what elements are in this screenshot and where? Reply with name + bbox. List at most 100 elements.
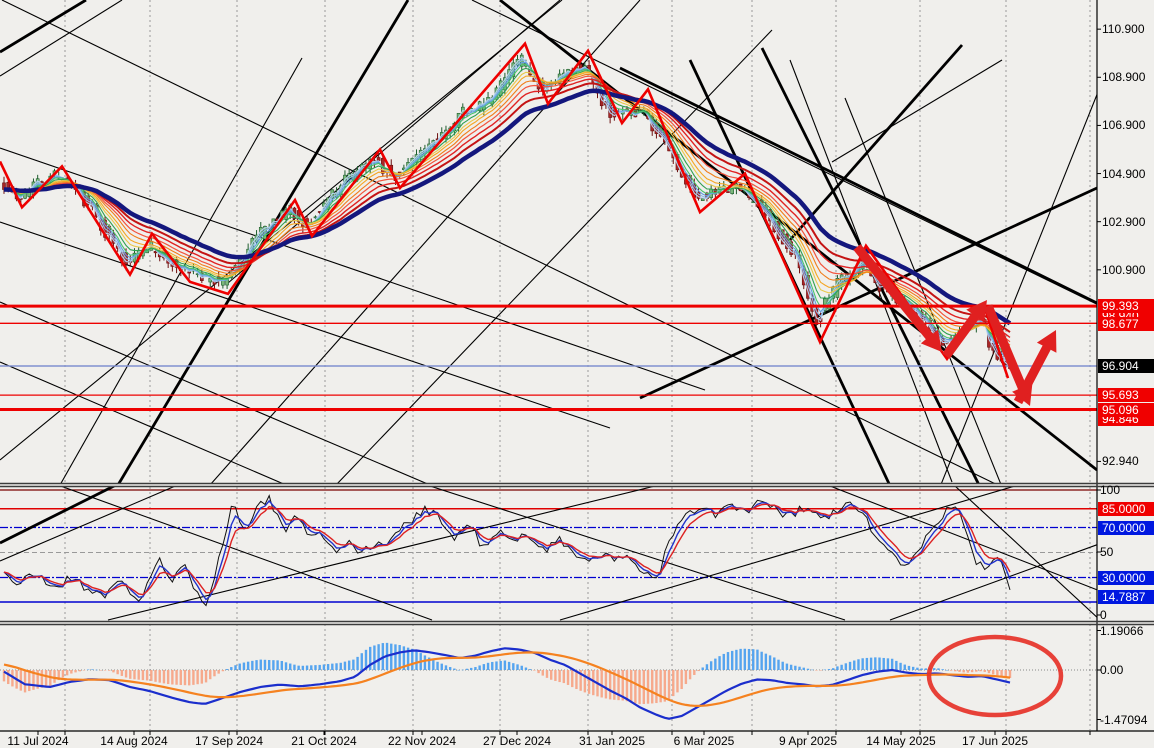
macd-hist-bar [882, 657, 885, 670]
macd-hist-bar [722, 653, 725, 670]
macd-hist-bar [802, 667, 805, 670]
annotation-arrow [1013, 330, 1057, 405]
macd-hist-bar [326, 664, 330, 670]
macd-hist-bar [604, 670, 608, 699]
macd-hist-bar [861, 658, 864, 670]
macd-hist-bar [301, 665, 305, 670]
macd-hist-bar [899, 662, 902, 670]
trendline [61, 487, 433, 621]
trendline [559, 487, 1014, 621]
macd-hist-bar [398, 644, 401, 670]
macd-hist-bar [676, 670, 679, 693]
osc-level-badge: 30.0000 [1098, 570, 1154, 585]
trendline [499, 0, 1097, 472]
macd-hist-bar [448, 667, 452, 670]
date-label: 14 May 2025 [866, 734, 936, 748]
macd-hist-bar [141, 670, 145, 681]
macd-hist-bar [347, 660, 351, 670]
macd-hist-bar [171, 670, 174, 685]
macd-hist-bar [213, 670, 216, 677]
macd-hist-bar [44, 670, 48, 687]
trendline [889, 544, 1097, 621]
macd-hist-bar [592, 670, 595, 696]
macd-hist-bar [785, 663, 789, 670]
macd-hist-bar [74, 670, 77, 673]
macd-hist-bar [924, 668, 928, 670]
osc-mid-line [3, 499, 1011, 601]
date-label: 11 Jul 2024 [7, 734, 69, 748]
macd-hist-bar [752, 649, 755, 670]
date-label: 31 Jan 2025 [578, 734, 646, 748]
date-label: 9 Apr 2025 [778, 734, 838, 748]
macd-hist-bar [369, 646, 372, 670]
macd-axis-label: -1.47094 [1100, 712, 1148, 727]
macd-hist-bar [91, 669, 94, 670]
macd-hist-bar [491, 661, 494, 670]
macd-hist-bar [878, 657, 881, 670]
macd-hist-bar [390, 643, 393, 670]
macd-hist-bar [432, 659, 435, 670]
macd-hist-bar [263, 659, 267, 670]
ma-line [3, 78, 1011, 338]
trendline [0, 147, 706, 391]
macd-hist-bar [545, 670, 549, 678]
macd-hist-bar [996, 670, 999, 676]
macd-hist-bar [314, 665, 317, 670]
macd-hist-bar [693, 670, 696, 675]
trendline [0, 301, 430, 484]
macd-hist-bar [32, 670, 35, 690]
macd-hist-bar [196, 670, 199, 685]
macd-hist-bar [798, 666, 801, 670]
macd-hist-bar [819, 670, 822, 671]
macd-hist-bar [714, 658, 717, 670]
macd-hist-bar [162, 670, 166, 684]
osc-axis-label: 0 [1100, 608, 1107, 622]
macd-hist-bar [305, 665, 309, 670]
macd-hist-bar [78, 670, 81, 672]
macd-hist-bar [773, 657, 776, 670]
macd-hist-bar [975, 670, 978, 672]
macd-hist-bar [979, 670, 982, 672]
macd-hist-bar [242, 662, 246, 670]
macd-hist-bar [781, 661, 784, 670]
macd-hist-bar [853, 660, 856, 670]
osc-slow-line [3, 503, 1011, 596]
macd-hist-bar [566, 670, 570, 685]
macd-hist-bar [427, 657, 431, 670]
trendline [639, 186, 1097, 400]
macd-hist-bar [836, 666, 839, 670]
macd-hist-bar [554, 670, 557, 681]
macd-hist-bar [916, 667, 919, 670]
trendline [788, 44, 964, 241]
macd-hist-bar [360, 653, 363, 670]
macd-hist-bar [941, 669, 944, 670]
trendline [831, 487, 1097, 591]
trendline [0, 0, 123, 77]
macd-hist-bar [499, 660, 502, 670]
macd-hist-bar [251, 660, 254, 670]
macd-hist-bar [474, 667, 477, 670]
macd-hist-bar [280, 660, 284, 670]
macd-hist-bar [954, 670, 957, 672]
macd-hist-bar [933, 668, 936, 670]
macd-hist-bar [259, 659, 262, 670]
macd-hist-bar [183, 670, 187, 686]
macd-hist-bar [99, 670, 103, 671]
macd-hist-bar [608, 670, 612, 700]
macd-hist-bar [709, 661, 713, 670]
ma-line [3, 71, 1011, 353]
macd-hist-bar [238, 663, 241, 670]
macd-hist-bar [120, 670, 124, 676]
macd-hist-bar [874, 657, 877, 670]
macd-hist-bar [949, 670, 953, 671]
macd-hist-bar [297, 665, 300, 670]
macd-hist-bar [495, 661, 498, 670]
osc-fast-line [3, 494, 1011, 607]
macd-hist-bar [356, 656, 359, 670]
macd-hist-bar [234, 665, 237, 670]
macd-hist-bar [886, 658, 890, 670]
macd-hist-bar [987, 670, 991, 674]
macd-hist-bar [406, 647, 410, 670]
macd-hist-bar [200, 670, 204, 684]
